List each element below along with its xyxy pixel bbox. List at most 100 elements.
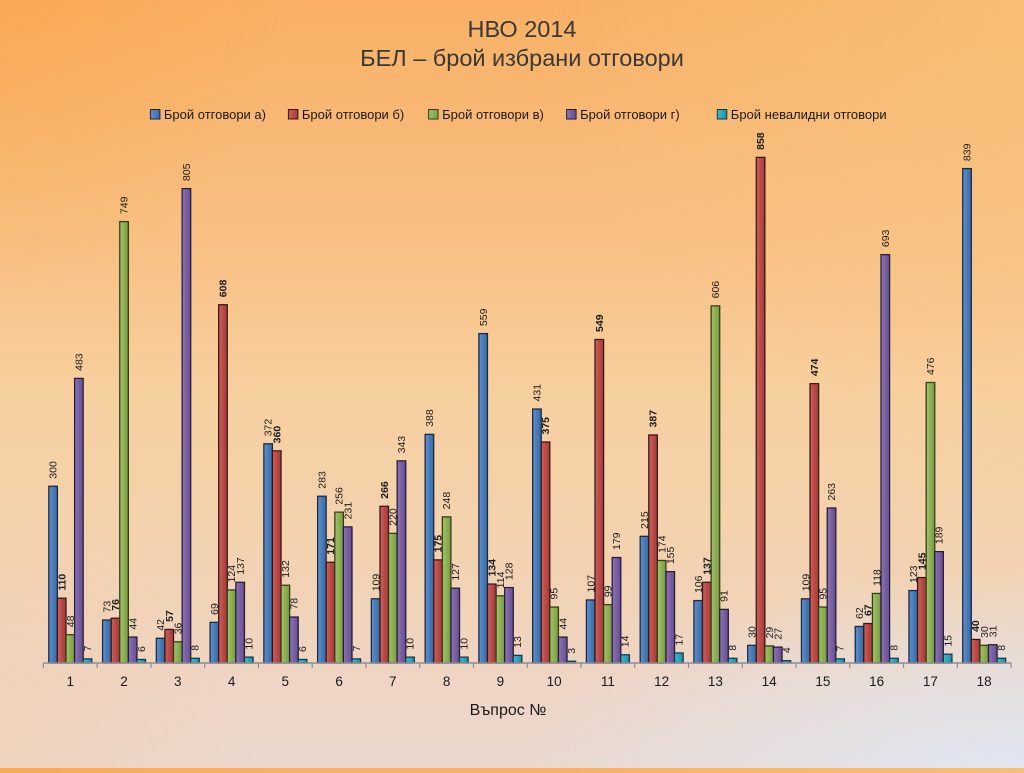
svg-text:114: 114 <box>495 571 507 588</box>
svg-text:137: 137 <box>701 557 713 575</box>
svg-text:283: 283 <box>317 471 329 489</box>
svg-text:263: 263 <box>826 483 838 501</box>
svg-text:248: 248 <box>441 492 453 510</box>
svg-text:67: 67 <box>863 604 875 616</box>
svg-text:36: 36 <box>172 622 184 634</box>
svg-text:179: 179 <box>611 532 623 550</box>
svg-text:476: 476 <box>925 357 937 375</box>
svg-text:57: 57 <box>164 610 176 622</box>
svg-text:13: 13 <box>708 674 723 689</box>
svg-text:127: 127 <box>450 563 462 581</box>
svg-text:123: 123 <box>908 565 920 583</box>
svg-text:118: 118 <box>871 569 883 586</box>
svg-text:Брой отговори г): Брой отговори г) <box>580 107 680 122</box>
svg-text:13: 13 <box>512 636 524 648</box>
svg-text:15: 15 <box>942 635 954 647</box>
svg-text:174: 174 <box>656 535 668 553</box>
svg-text:266: 266 <box>379 481 391 499</box>
svg-text:44: 44 <box>127 618 139 630</box>
svg-text:8: 8 <box>727 645 739 651</box>
svg-text:8: 8 <box>996 645 1008 651</box>
svg-text:693: 693 <box>880 229 892 247</box>
svg-text:3: 3 <box>566 648 578 654</box>
svg-text:95: 95 <box>549 588 561 600</box>
svg-text:30: 30 <box>747 626 759 638</box>
svg-text:18: 18 <box>977 674 992 689</box>
svg-text:14: 14 <box>620 635 632 647</box>
svg-text:1: 1 <box>67 674 75 689</box>
svg-text:48: 48 <box>65 615 77 627</box>
svg-text:431: 431 <box>532 384 544 402</box>
svg-text:69: 69 <box>209 603 221 615</box>
svg-text:10: 10 <box>405 638 417 650</box>
svg-text:10: 10 <box>547 674 562 689</box>
svg-text:Брой отговори а): Брой отговори а) <box>164 107 266 122</box>
svg-text:360: 360 <box>271 426 283 444</box>
svg-text:БЕЛ – брой избрани отговори: БЕЛ – брой избрани отговори <box>360 45 684 71</box>
svg-text:839: 839 <box>962 143 974 161</box>
svg-text:7: 7 <box>835 645 847 651</box>
svg-text:805: 805 <box>181 163 193 181</box>
svg-text:483: 483 <box>74 353 86 371</box>
svg-text:215: 215 <box>639 511 651 529</box>
svg-text:Брой невалидни отговори: Брой невалидни отговори <box>731 107 887 122</box>
svg-text:НВО 2014: НВО 2014 <box>468 16 577 42</box>
svg-text:155: 155 <box>665 546 677 564</box>
svg-text:6: 6 <box>136 646 148 652</box>
svg-text:256: 256 <box>334 487 346 505</box>
svg-text:109: 109 <box>370 574 382 592</box>
svg-text:78: 78 <box>289 598 301 610</box>
svg-text:7: 7 <box>82 645 94 651</box>
svg-text:145: 145 <box>916 552 928 570</box>
svg-text:134: 134 <box>486 559 498 577</box>
svg-text:858: 858 <box>755 132 767 150</box>
svg-text:99: 99 <box>603 585 615 597</box>
svg-text:4: 4 <box>228 674 236 689</box>
svg-text:Въпрос №: Въпрос № <box>470 702 547 719</box>
svg-text:3: 3 <box>174 674 182 689</box>
svg-text:106: 106 <box>693 575 705 593</box>
svg-text:17: 17 <box>673 634 685 646</box>
svg-text:12: 12 <box>654 674 669 689</box>
svg-text:6: 6 <box>297 646 309 652</box>
svg-text:76: 76 <box>110 599 122 611</box>
svg-text:189: 189 <box>934 526 946 544</box>
svg-text:30: 30 <box>979 626 991 638</box>
svg-text:10: 10 <box>243 638 255 650</box>
svg-text:4: 4 <box>781 647 793 653</box>
svg-text:608: 608 <box>218 280 230 298</box>
svg-text:17: 17 <box>923 674 938 689</box>
svg-text:42: 42 <box>155 619 167 631</box>
svg-text:110: 110 <box>56 574 68 591</box>
svg-text:95: 95 <box>818 588 830 600</box>
svg-text:14: 14 <box>762 674 778 689</box>
svg-text:372: 372 <box>263 419 275 437</box>
svg-text:5: 5 <box>282 674 290 689</box>
svg-text:40: 40 <box>970 620 982 632</box>
svg-text:171: 171 <box>325 537 337 555</box>
svg-text:73: 73 <box>101 601 113 613</box>
svg-text:132: 132 <box>280 560 292 578</box>
svg-text:220: 220 <box>387 508 399 526</box>
svg-text:27: 27 <box>772 628 784 640</box>
svg-text:8: 8 <box>889 645 901 651</box>
svg-text:137: 137 <box>235 557 247 575</box>
svg-text:109: 109 <box>800 574 812 592</box>
svg-text:44: 44 <box>557 618 569 630</box>
svg-text:175: 175 <box>433 535 445 553</box>
svg-text:Брой отговори б): Брой отговори б) <box>302 107 404 122</box>
svg-text:474: 474 <box>809 358 821 376</box>
svg-text:62: 62 <box>854 607 866 619</box>
svg-text:549: 549 <box>594 314 606 332</box>
svg-text:231: 231 <box>342 502 354 520</box>
svg-text:107: 107 <box>585 575 597 593</box>
svg-text:128: 128 <box>504 562 516 580</box>
svg-text:6: 6 <box>335 674 343 689</box>
svg-text:559: 559 <box>478 308 490 326</box>
svg-text:749: 749 <box>119 196 131 214</box>
svg-text:7: 7 <box>351 645 363 651</box>
svg-text:9: 9 <box>497 674 505 689</box>
svg-text:91: 91 <box>719 590 731 602</box>
svg-text:15: 15 <box>815 674 830 689</box>
svg-text:343: 343 <box>396 436 408 454</box>
